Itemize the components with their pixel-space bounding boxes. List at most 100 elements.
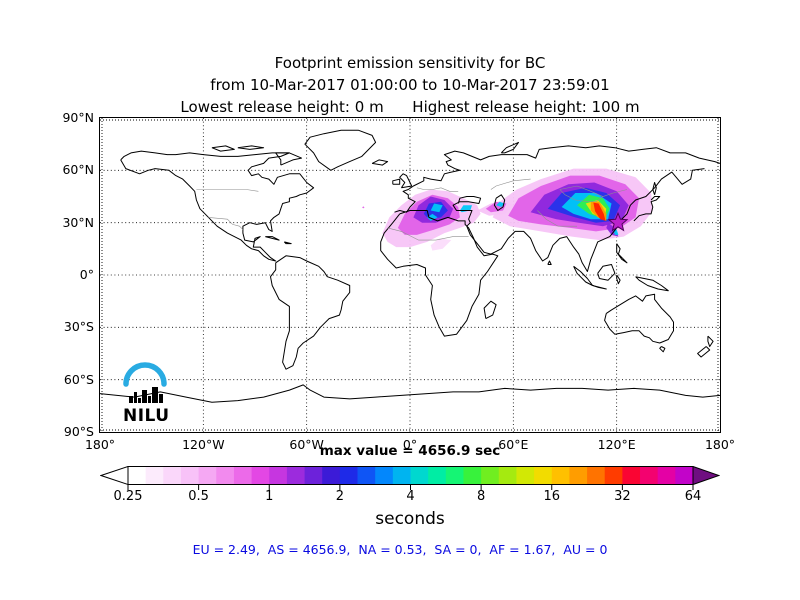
- coastline-path: [547, 260, 552, 265]
- plume-band-4: [430, 203, 443, 213]
- colorbar-segment: [392, 466, 411, 485]
- coastline-path: [392, 178, 401, 185]
- map-canvas: NILU: [100, 118, 720, 432]
- figure-date-range: from 10-Mar-2017 01:00:00 to 10-Mar-2017…: [210, 76, 610, 94]
- y-axis-tick-label: 30°S: [63, 319, 94, 335]
- colorbar-tick-label: 1: [265, 489, 274, 504]
- colorbar-segment: [357, 466, 376, 485]
- x-axis-tick-label: 120°E: [597, 437, 636, 452]
- coastline-path: [380, 210, 499, 337]
- nilu-logo-skyline: [134, 392, 137, 403]
- coastline-path: [635, 276, 669, 292]
- colorbar-segment: [410, 466, 429, 485]
- coastline-path: [616, 274, 621, 285]
- colorbar-tick-label: 8: [476, 489, 486, 504]
- coastlines: [100, 129, 720, 403]
- coastline-path: [483, 300, 497, 320]
- nilu-logo-skyline: [159, 394, 163, 403]
- colorbar-segment: [322, 466, 341, 485]
- colorbar-segment: [145, 466, 164, 485]
- nilu-logo-skyline: [129, 396, 133, 403]
- colorbar-segment: [286, 466, 305, 485]
- colorbar-segment: [304, 466, 323, 485]
- minor-tick-frame: [100, 118, 720, 432]
- x-axis-tick-label: 60°W: [289, 437, 324, 452]
- world-map-plot: NILU: [99, 117, 721, 433]
- colorbar-segment: [640, 466, 659, 485]
- coastline-path: [452, 168, 705, 272]
- plume-band-4: [496, 201, 505, 207]
- plume-band-0.5: [362, 206, 365, 209]
- y-axis-tick-label: 0°: [79, 267, 94, 282]
- country-borders: [196, 178, 628, 241]
- coastline-path: [371, 159, 389, 166]
- coastline-path: [697, 346, 711, 358]
- colorbar-tick-label: 64: [684, 489, 702, 504]
- coastline-path: [100, 384, 720, 403]
- coastline-path: [120, 150, 315, 262]
- nilu-logo: NILU: [123, 362, 169, 426]
- region-contributions-text: EU = 2.49, AS = 4656.9, NA = 0.53, SA = …: [192, 542, 608, 557]
- colorbar-tick-label: 0.25: [113, 489, 143, 504]
- colorbar-segment: [269, 466, 288, 485]
- border-path: [416, 187, 459, 192]
- colorbar: [99, 465, 721, 492]
- x-axis-tick-label: 120°W: [182, 437, 225, 452]
- coastline-path: [283, 241, 292, 245]
- nilu-logo-skyline: [148, 396, 151, 403]
- colorbar-segment: [428, 466, 447, 485]
- colorbar-segment: [657, 466, 676, 485]
- coastline-path: [211, 145, 235, 152]
- release-point-star-marker: [607, 211, 629, 232]
- coastline-path: [500, 141, 519, 154]
- plume-band-4: [427, 213, 438, 221]
- colorbar-tick-label: 32: [614, 489, 631, 504]
- y-axis-tick-label: 60°S: [63, 371, 94, 387]
- coastline-path: [304, 129, 377, 171]
- colorbar-tick-label: 16: [543, 489, 561, 504]
- colorbar-segment: [198, 466, 217, 485]
- x-axis-tick-label: 180°: [84, 437, 116, 452]
- nilu-logo-skyline: [152, 387, 158, 403]
- nilu-logo-arc: [123, 362, 167, 387]
- coastline-path: [616, 243, 628, 264]
- x-axis-tick-label: 0°: [402, 437, 418, 452]
- colorbar-segment: [445, 466, 464, 485]
- border-path: [559, 185, 628, 197]
- border-path: [537, 210, 578, 227]
- plume-band-0.25: [430, 238, 452, 251]
- graticule: [100, 118, 720, 432]
- colorbar-segment: [180, 466, 200, 485]
- colorbar-tick-label: 2: [335, 489, 345, 504]
- coastline-path: [597, 264, 616, 281]
- colorbar-right-arrow: [692, 465, 721, 486]
- colorbar-segment: [516, 466, 535, 485]
- coastline-path: [573, 265, 594, 286]
- colorbar-segment: [551, 466, 570, 485]
- y-axis-tick-label: 30°N: [62, 214, 94, 230]
- y-axis-tick-label: 90°S: [63, 424, 94, 439]
- max-value-label: max value = 4656.9 sec: [319, 443, 501, 459]
- colorbar-segment: [622, 466, 641, 485]
- nilu-logo-skyline: [138, 398, 141, 403]
- coastline-path: [275, 152, 302, 166]
- coastline-path: [493, 194, 506, 211]
- colorbar-segment: [604, 466, 623, 485]
- border-path: [208, 217, 244, 230]
- colorbar-segment: [481, 466, 500, 485]
- colorbar-segment: [163, 466, 182, 485]
- colorbar-segment: [251, 466, 270, 485]
- coastline-path: [237, 145, 265, 150]
- x-axis-tick-label: 60°E: [498, 437, 529, 452]
- coastline-path: [652, 182, 657, 195]
- colorbar-segment: [128, 466, 147, 485]
- colorbar-tick-label: 4: [406, 489, 415, 504]
- coastline-path: [265, 236, 280, 241]
- colorbar-segment: [675, 466, 694, 485]
- coastline-path: [633, 196, 661, 222]
- coastline-path: [604, 293, 674, 344]
- plume-band-64: [593, 202, 606, 221]
- colorbar-segment: [216, 466, 235, 485]
- colorbar-segment: [587, 466, 606, 485]
